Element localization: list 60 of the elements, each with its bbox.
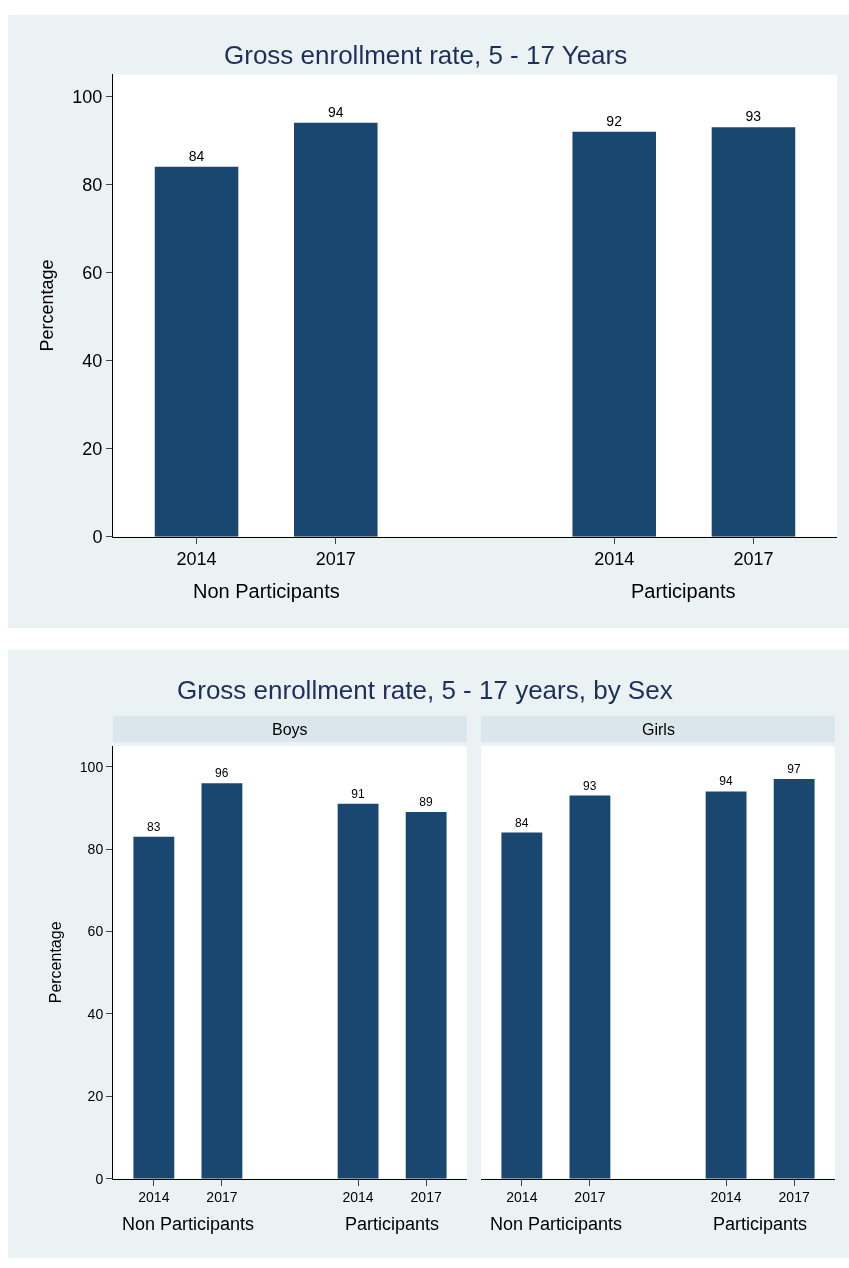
x-tick-label: 2017: [206, 1189, 238, 1206]
bar: [337, 803, 379, 1179]
chart-subtitle: Girls: [642, 721, 675, 738]
x-tick-label: 2017: [778, 1189, 810, 1206]
data-label: 92: [606, 112, 623, 129]
bar: [154, 166, 239, 537]
y-tick-label: 0: [95, 1170, 104, 1187]
bar: [405, 811, 447, 1179]
bar: [773, 779, 815, 1179]
y-tick-label: 80: [87, 840, 104, 857]
bar: [294, 122, 378, 537]
y-tick-label: 40: [82, 350, 103, 371]
x-tick-label: 2014: [506, 1189, 538, 1206]
data-label: 96: [215, 766, 229, 781]
y-tick-label: 100: [79, 758, 104, 775]
data-label: 93: [583, 778, 597, 793]
data-label: 93: [745, 108, 762, 125]
data-label: 91: [351, 786, 365, 801]
x-tick-label: 2014: [176, 549, 217, 570]
data-label: 94: [327, 103, 344, 120]
text: Participants: [631, 580, 736, 602]
text: Participants: [713, 1214, 808, 1234]
bar: [711, 127, 796, 537]
data-label: 94: [719, 774, 733, 789]
y-tick-label: 0: [92, 527, 103, 548]
bar: [569, 795, 611, 1179]
x-tick-label: 2017: [410, 1189, 442, 1206]
x-tick-label: 2017: [733, 549, 774, 570]
chart-title: Gross enrollment rate, 5 - 17 Years: [224, 40, 628, 70]
y-tick-label: 60: [87, 923, 104, 940]
chart-title: Gross enrollment rate, 5 - 17 years, by Sex: [177, 675, 673, 705]
y-tick-label: 100: [72, 86, 103, 107]
bar: [705, 791, 747, 1179]
y-axis-title: Percentage: [36, 259, 57, 352]
bar: [572, 131, 656, 537]
x-tick-label: 2014: [594, 549, 635, 570]
x-tick-label: 2014: [138, 1189, 170, 1206]
data-label: 84: [188, 147, 205, 164]
x-tick-label: 2017: [574, 1189, 606, 1206]
chart-subtitle: Boys: [272, 721, 308, 738]
y-tick-label: 80: [82, 174, 103, 195]
text: Non Participants: [193, 580, 340, 602]
y-tick-label: 60: [82, 262, 103, 283]
text: Non Participants: [490, 1214, 623, 1234]
y-tick-label: 20: [82, 438, 103, 459]
bar: [501, 832, 543, 1179]
text: Participants: [345, 1214, 440, 1234]
data-label: 84: [515, 815, 529, 830]
x-tick-label: 2014: [342, 1189, 374, 1206]
bar: [133, 836, 175, 1179]
bar: [201, 783, 243, 1179]
y-tick-label: 40: [87, 1005, 104, 1022]
y-tick-label: 20: [87, 1088, 104, 1105]
x-tick-label: 2017: [315, 549, 356, 570]
data-label: 97: [787, 762, 801, 777]
data-label: 83: [147, 819, 161, 834]
y-axis-title: Percentage: [46, 921, 64, 1004]
data-label: 89: [419, 794, 433, 809]
x-tick-label: 2014: [710, 1189, 742, 1206]
text: Non Participants: [122, 1214, 255, 1234]
